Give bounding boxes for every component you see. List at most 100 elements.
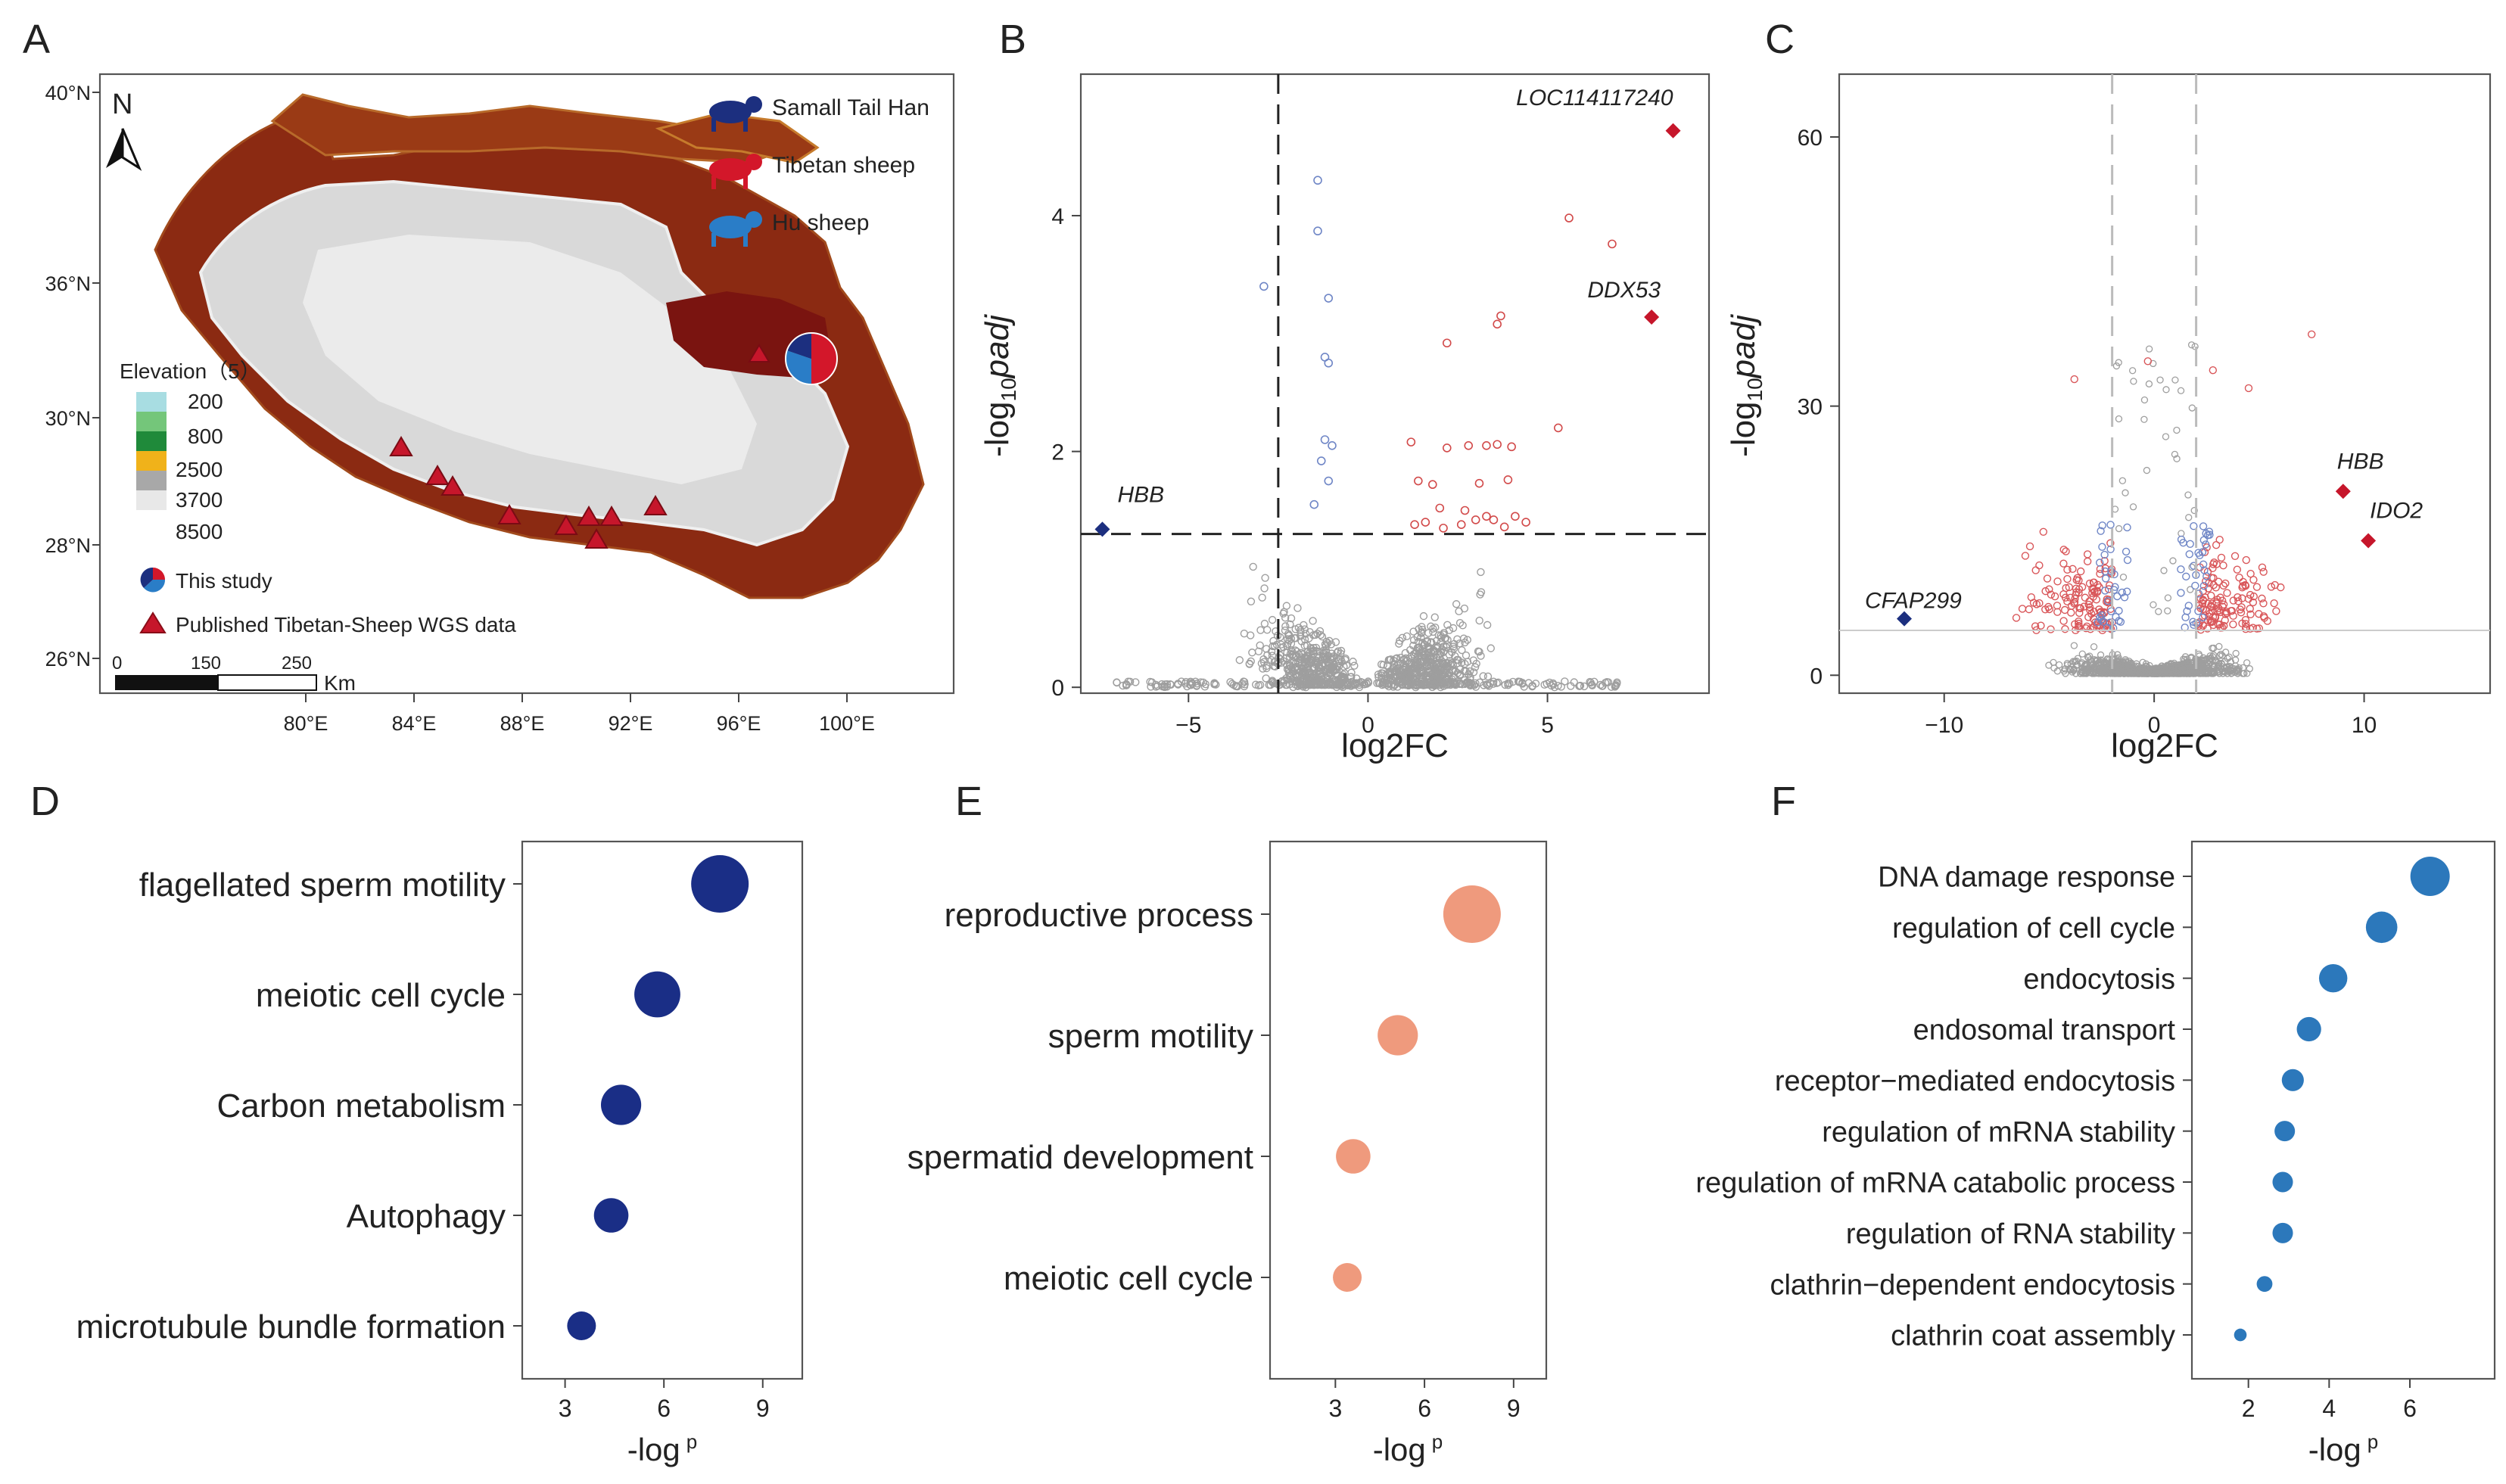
ns-point [2100, 668, 2107, 676]
scale-tick: 250 [282, 653, 312, 674]
ns-point [1402, 668, 1412, 677]
mid-point [2199, 560, 2208, 568]
down-point [1328, 440, 1337, 450]
x-tick-label: 6 [1418, 1395, 1431, 1422]
up-point [1503, 475, 1513, 484]
legend-breed-label: Hu sheep [772, 210, 869, 235]
ns-point [1489, 680, 1498, 688]
ns-point [1391, 674, 1399, 682]
sig-point [2081, 593, 2090, 602]
ns-point [1412, 668, 1421, 677]
ns-point [2155, 608, 2162, 615]
sig-point [2059, 617, 2068, 625]
sig-point [2085, 579, 2094, 588]
ns-point [2184, 491, 2192, 499]
ns-point [1248, 649, 1256, 657]
x-tick-label: 5 [1541, 713, 1554, 738]
ns-point [1113, 678, 1121, 686]
ns-point [2187, 669, 2196, 677]
dotplot-f-panel: DNA damage response regulation of cell cy… [1695, 840, 2496, 1467]
ns-point [2164, 594, 2172, 602]
x-tick-label: 6 [657, 1395, 671, 1422]
sig-point [2093, 586, 2102, 596]
ns-point [2188, 404, 2196, 412]
ns-point [1309, 617, 1317, 625]
ns-point [1404, 681, 1413, 690]
ns-point [2215, 642, 2223, 650]
ns-point [1455, 680, 1464, 689]
ns-point [2133, 666, 2140, 674]
mid-point [2196, 551, 2204, 559]
ns-point [2122, 489, 2129, 496]
ns-point [1411, 670, 1419, 678]
ns-point [1281, 626, 1290, 635]
ns-point [2218, 667, 2227, 676]
up-point [1474, 478, 1484, 488]
ns-point [1249, 562, 1257, 571]
ns-point [2112, 362, 2121, 370]
ns-point [2066, 665, 2074, 673]
term-label: DNA damage response [1878, 862, 2175, 894]
ns-point [2171, 450, 2179, 459]
lon-ticks: 80°E 84°E 88°E 92°E 96°E 100°E [284, 693, 875, 735]
lon-tick: 92°E [609, 712, 653, 735]
ns-point [1477, 652, 1485, 660]
mid-point [2199, 581, 2209, 590]
sig-point [2259, 568, 2268, 576]
term-label: Autophagy [347, 1198, 506, 1235]
term-dot [2274, 1121, 2296, 1142]
ns-point [1423, 662, 1431, 671]
lon-tick: 100°E [819, 712, 875, 735]
ns-point [2217, 650, 2224, 658]
ns-point [1247, 597, 1256, 606]
term-dot [567, 1311, 596, 1340]
ns-point [1256, 626, 1265, 634]
ns-point [1441, 633, 1450, 642]
sig-point [2080, 602, 2088, 611]
down-point [1324, 476, 1334, 486]
ns-point [1402, 632, 1411, 640]
up-point [1456, 520, 1466, 529]
mid-point [2101, 586, 2109, 595]
volcano-c-highlights: CFAP299 HBB IDO2 [1865, 449, 2423, 627]
ns-point [1320, 654, 1329, 662]
term-label: regulation of cell cycle [1892, 913, 2175, 944]
ns-point [1268, 615, 1277, 624]
x-tick-label: −10 [1925, 713, 1963, 738]
ns-point [1281, 614, 1290, 622]
up-point [1442, 338, 1452, 348]
sig-point [2255, 610, 2263, 618]
sig-point [2223, 589, 2231, 597]
ns-point [1284, 675, 1293, 683]
ns-point [1291, 634, 1300, 642]
sig-point [2230, 552, 2240, 560]
up-point [1511, 512, 1520, 521]
ns-point [1267, 656, 1276, 664]
ns-point [1416, 658, 1425, 667]
ns-point [2206, 655, 2214, 662]
mid-point [2194, 607, 2202, 615]
ns-point [1461, 638, 1469, 647]
x-tick-label: −5 [1175, 713, 1201, 738]
term-dot [2272, 1171, 2293, 1193]
ns-point [2115, 415, 2123, 423]
sig-point [2212, 598, 2221, 606]
map-frame [98, 73, 955, 695]
sig-point [2201, 593, 2209, 602]
panel-label-c: C [1765, 17, 1795, 62]
ns-point [1395, 639, 1403, 648]
ns-point [1304, 647, 1312, 656]
ns-point [1416, 669, 1424, 678]
term-dot [1443, 885, 1501, 943]
ns-point [2202, 661, 2210, 669]
x-tick-label: 4 [2322, 1395, 2336, 1422]
lon-tick: 84°E [392, 712, 437, 735]
sig-point [2252, 583, 2262, 591]
sig-point [2237, 608, 2246, 617]
ns-point [1343, 681, 1352, 689]
sig-point [2032, 600, 2041, 608]
highlight-gene-label: CFAP299 [1865, 589, 1962, 614]
ns-point [2178, 530, 2185, 537]
ns-point [2171, 669, 2179, 677]
